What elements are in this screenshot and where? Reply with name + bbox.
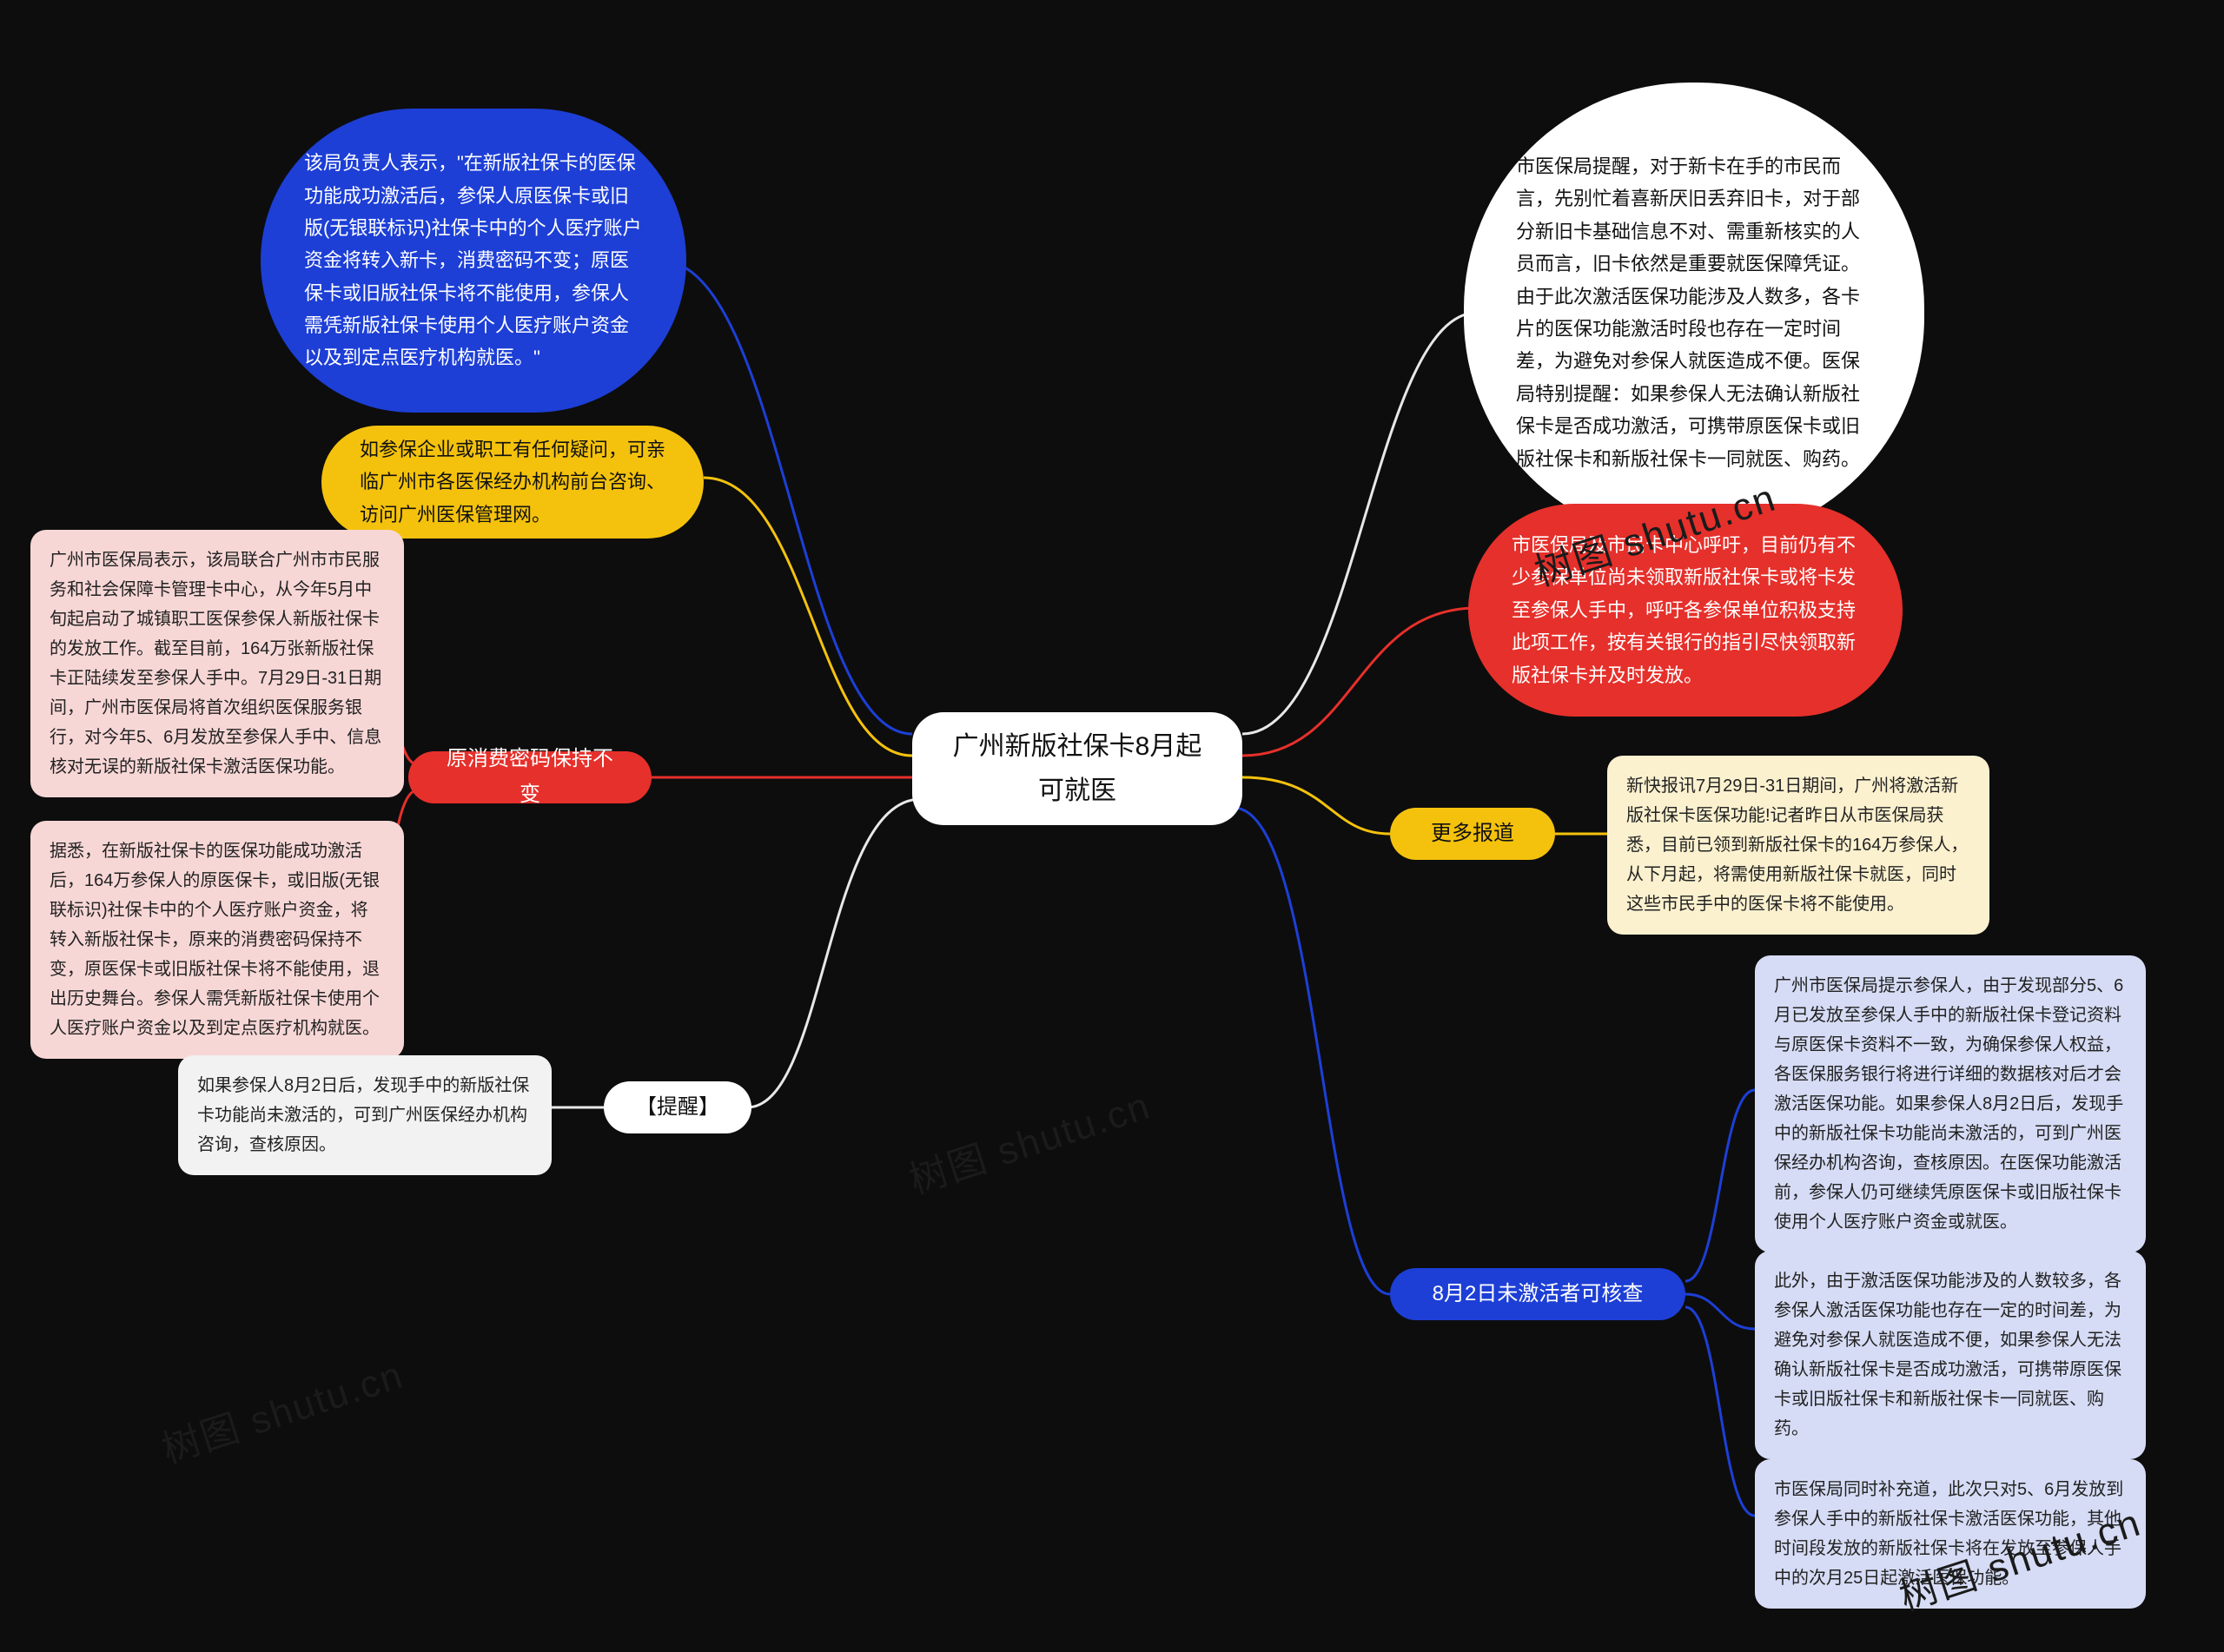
- right-yellow-label: 更多报道: [1390, 808, 1555, 860]
- right-blue-label: 8月2日未激活者可核查: [1390, 1268, 1685, 1320]
- right-blue-child-1: 此外，由于激活医保功能涉及的人数较多，各参保人激活医保功能也存在一定的时间差，为…: [1755, 1251, 2146, 1459]
- watermark: 树图 shutu.cn: [901, 1074, 1156, 1205]
- left-red-child-0-text: 广州市医保局表示，该局联合广州市市民服务和社会保障卡管理卡中心，从今年5月中旬起…: [50, 545, 385, 782]
- left-blue-text: 该局负责人表示，"在新版社保卡的医保功能成功激活后，参保人原医保卡或旧版(无银联…: [304, 147, 643, 374]
- right-blue-child-0-text: 广州市医保局提示参保人，由于发现部分5、6月已发放至参保人手中的新版社保卡登记资…: [1774, 971, 2127, 1237]
- left-red-label-text: 原消费密码保持不变: [440, 742, 620, 813]
- right-blue-child-2-text: 市医保局同时补充道，此次只对5、6月发放到参保人手中的新版社保卡激活医保功能，其…: [1774, 1475, 2127, 1593]
- right-white-text: 市医保局提醒，对于新卡在手的市民而言，先别忙着喜新厌旧丢弃旧卡，对于部分新旧卡基…: [1516, 150, 1872, 475]
- left-white-label-text: 【提醒】: [636, 1090, 719, 1126]
- center-text: 广州新版社保卡8月起可就医: [943, 724, 1211, 813]
- left-red-child-0: 广州市医保局表示，该局联合广州市市民服务和社会保障卡管理卡中心，从今年5月中旬起…: [30, 530, 404, 797]
- right-yellow-child: 新快报讯7月29日-31日期间，广州将激活新版社保卡医保功能!记者昨日从市医保局…: [1607, 756, 1989, 935]
- center-node: 广州新版社保卡8月起可就医: [912, 712, 1242, 825]
- left-white-label: 【提醒】: [604, 1081, 751, 1133]
- left-white-child: 如果参保人8月2日后，发现手中的新版社保卡功能尚未激活的，可到广州医保经办机构咨…: [178, 1055, 552, 1175]
- right-yellow-child-text: 新快报讯7月29日-31日期间，广州将激活新版社保卡医保功能!记者昨日从市医保局…: [1626, 771, 1970, 919]
- right-red-text: 市医保局及市民卡中心呼吁，目前仍有不少参保单位尚未领取新版社保卡或将卡发至参保人…: [1512, 529, 1859, 691]
- left-yellow-text: 如参保企业或职工有任何疑问，可亲临广州市各医保经办机构前台咨询、访问广州医保管理…: [360, 433, 665, 531]
- right-blue-child-2: 市医保局同时补充道，此次只对5、6月发放到参保人手中的新版社保卡激活医保功能，其…: [1755, 1459, 2146, 1609]
- left-yellow-node: 如参保企业或职工有任何疑问，可亲临广州市各医保经办机构前台咨询、访问广州医保管理…: [321, 426, 704, 539]
- left-red-child-1-text: 据悉，在新版社保卡的医保功能成功激活后，164万参保人的原医保卡，或旧版(无银联…: [50, 836, 385, 1043]
- right-blue-child-0: 广州市医保局提示参保人，由于发现部分5、6月已发放至参保人手中的新版社保卡登记资…: [1755, 955, 2146, 1252]
- watermark: 树图 shutu.cn: [154, 1344, 409, 1474]
- left-blue-node: 该局负责人表示，"在新版社保卡的医保功能成功激活后，参保人原医保卡或旧版(无银联…: [261, 109, 686, 413]
- left-white-child-text: 如果参保人8月2日后，发现手中的新版社保卡功能尚未激活的，可到广州医保经办机构咨…: [197, 1071, 533, 1160]
- right-blue-label-text: 8月2日未激活者可核查: [1433, 1277, 1644, 1312]
- right-yellow-label-text: 更多报道: [1431, 816, 1514, 852]
- left-red-label: 原消费密码保持不变: [408, 751, 652, 803]
- right-blue-child-1-text: 此外，由于激活医保功能涉及的人数较多，各参保人激活医保功能也存在一定的时间差，为…: [1774, 1266, 2127, 1444]
- right-red-node: 市医保局及市民卡中心呼吁，目前仍有不少参保单位尚未领取新版社保卡或将卡发至参保人…: [1468, 504, 1903, 717]
- left-red-child-1: 据悉，在新版社保卡的医保功能成功激活后，164万参保人的原医保卡，或旧版(无银联…: [30, 821, 404, 1059]
- right-white-node: 市医保局提醒，对于新卡在手的市民而言，先别忙着喜新厌旧丢弃旧卡，对于部分新旧卡基…: [1464, 83, 1924, 543]
